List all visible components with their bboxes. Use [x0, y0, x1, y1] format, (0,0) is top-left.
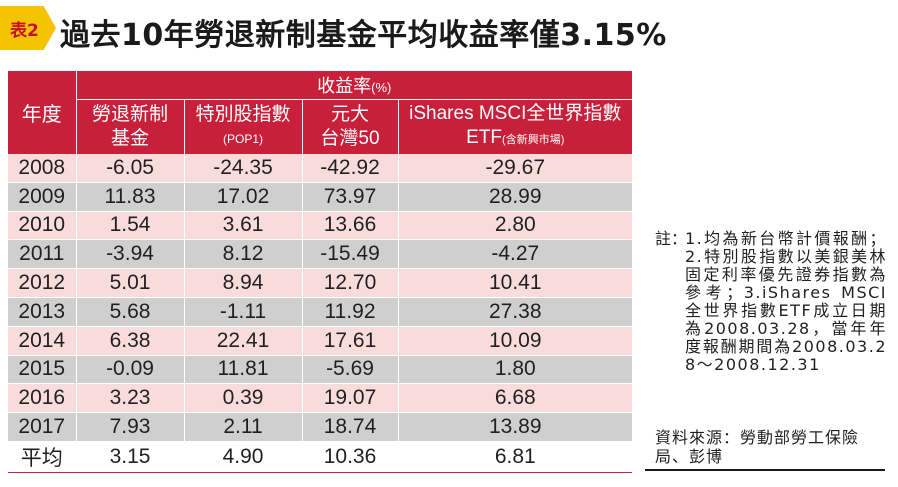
year-cell: 2015	[8, 355, 77, 385]
col-header-line2: ETF(含新興市場)	[399, 126, 633, 152]
value-cell: 3.23	[76, 383, 185, 414]
average-cell: 4.90	[184, 441, 303, 473]
col-header-etf: ETF	[466, 127, 503, 148]
value-cell: 11.81	[184, 355, 303, 385]
value-cell: 27.38	[398, 297, 633, 327]
value-cell: 73.97	[302, 182, 399, 212]
value-cell: -24.35	[184, 154, 303, 183]
value-cell: -6.05	[76, 154, 185, 183]
table-row: 2016 3.23 0.39 19.07 6.68	[8, 383, 633, 414]
returns-group-label: 收益率	[317, 76, 372, 96]
value-cell: -42.92	[302, 154, 399, 183]
value-cell: 10.41	[398, 268, 633, 298]
value-cell: -3.94	[76, 239, 185, 270]
table-row: 2017 7.93 2.11 18.74 13.89	[8, 412, 633, 442]
year-cell: 2013	[8, 297, 77, 327]
value-cell: 6.38	[76, 326, 185, 356]
value-cell: 0.39	[184, 383, 303, 414]
value-cell: 2.11	[184, 412, 303, 442]
title-bar: 表2 過去10年勞退新制基金平均收益率僅3.15%	[0, 6, 898, 53]
year-cell: 2012	[8, 268, 77, 298]
col-header-pension-fund: 勞退新制 基金	[76, 99, 185, 154]
value-cell: 10.09	[398, 326, 633, 356]
col-header-line2: 基金	[110, 128, 149, 149]
year-cell: 2016	[8, 383, 77, 414]
year-cell: 2014	[8, 326, 77, 356]
footnote-label: 註：	[655, 229, 688, 248]
col-header-line2: (POP1)	[222, 132, 263, 146]
year-cell: 2011	[8, 239, 77, 270]
average-cell: 10.36	[302, 441, 399, 473]
average-cell: 3.15	[76, 441, 185, 473]
page-title: 過去10年勞退新制基金平均收益率僅3.15%	[60, 18, 667, 53]
value-cell: 8.12	[184, 239, 303, 270]
col-header-line2: 台灣50	[320, 128, 380, 149]
returns-unit: (%)	[371, 80, 392, 95]
year-header: 年度	[8, 71, 77, 154]
value-cell: -5.69	[302, 355, 399, 385]
value-cell: 17.61	[302, 326, 399, 356]
table-row: 2009 11.83 17.02 73.97 28.99	[8, 182, 633, 212]
value-cell: -0.09	[76, 355, 185, 385]
returns-group-header: 收益率(%)	[76, 71, 633, 100]
value-cell: 18.74	[302, 412, 399, 442]
value-cell: 22.41	[184, 326, 303, 356]
value-cell: 12.70	[302, 268, 399, 298]
value-cell: -15.49	[302, 239, 399, 270]
table-row: 2008 -6.05 -24.35 -42.92 -29.67	[8, 154, 633, 183]
col-header-yuanta-50: 元大 台灣50	[302, 99, 399, 154]
average-cell: 6.81	[398, 441, 633, 473]
col-header-line1: 元大	[330, 104, 369, 125]
value-cell: 5.01	[76, 268, 185, 298]
value-cell: 1.80	[398, 355, 633, 385]
source-note: 資料來源：勞動部勞工保險局、彭博	[655, 428, 860, 466]
value-cell: 11.92	[302, 297, 399, 327]
table-row: 2010 1.54 3.61 13.66 2.80	[8, 211, 633, 241]
value-cell: 19.07	[302, 383, 399, 414]
col-header-etf-sub: (含新興市場)	[502, 134, 565, 146]
table-row: 2015 -0.09 11.81 -5.69 1.80	[8, 355, 633, 385]
value-cell: -1.11	[184, 297, 303, 327]
table-row: 2011 -3.94 8.12 -15.49 -4.27	[8, 239, 633, 270]
value-cell: 17.02	[184, 182, 303, 212]
value-cell: -4.27	[398, 239, 633, 270]
table-row: 2013 5.68 -1.11 11.92 27.38	[8, 297, 633, 327]
value-cell: 11.83	[76, 182, 185, 212]
table-number-badge	[0, 6, 56, 50]
value-cell: 3.61	[184, 211, 303, 241]
year-cell: 2010	[8, 211, 77, 241]
year-cell: 2017	[8, 412, 77, 442]
col-header-line1: 勞退新制	[91, 104, 168, 125]
table-row: 2014 6.38 22.41 17.61 10.09	[8, 326, 633, 356]
returns-table: 年度 收益率(%) 勞退新制 基金 特別股指數 (POP1) 元大 台灣50 i…	[8, 71, 633, 473]
value-cell: 28.99	[398, 182, 633, 212]
col-header-line1: 特別股指數	[195, 104, 291, 125]
col-header-preferred-index: 特別股指數 (POP1)	[184, 99, 303, 154]
table-row: 2012 5.01 8.94 12.70 10.41	[8, 268, 633, 298]
average-row: 平均 3.15 4.90 10.36 6.81	[8, 441, 633, 473]
value-cell: 2.80	[398, 211, 633, 241]
value-cell: 13.89	[398, 412, 633, 442]
average-label: 平均	[8, 441, 77, 473]
divider	[645, 469, 885, 471]
value-cell: 1.54	[76, 211, 185, 241]
year-cell: 2008	[8, 154, 77, 183]
value-cell: 5.68	[76, 297, 185, 327]
value-cell: 6.68	[398, 383, 633, 414]
col-header-ishares-msci: iShares MSCI全世界指數 ETF(含新興市場)	[398, 99, 633, 154]
value-cell: 13.66	[302, 211, 399, 241]
value-cell: -29.67	[398, 154, 633, 183]
footnote-text: 1.均為新台幣計價報酬；2.特別股指數以美銀美林固定利率優先證券指數為參考；3.…	[685, 229, 887, 374]
col-header-line1: iShares MSCI全世界指數	[409, 103, 622, 124]
value-cell: 7.93	[76, 412, 185, 442]
year-cell: 2009	[8, 182, 77, 212]
value-cell: 8.94	[184, 268, 303, 298]
table-number-label: 表2	[10, 21, 39, 41]
